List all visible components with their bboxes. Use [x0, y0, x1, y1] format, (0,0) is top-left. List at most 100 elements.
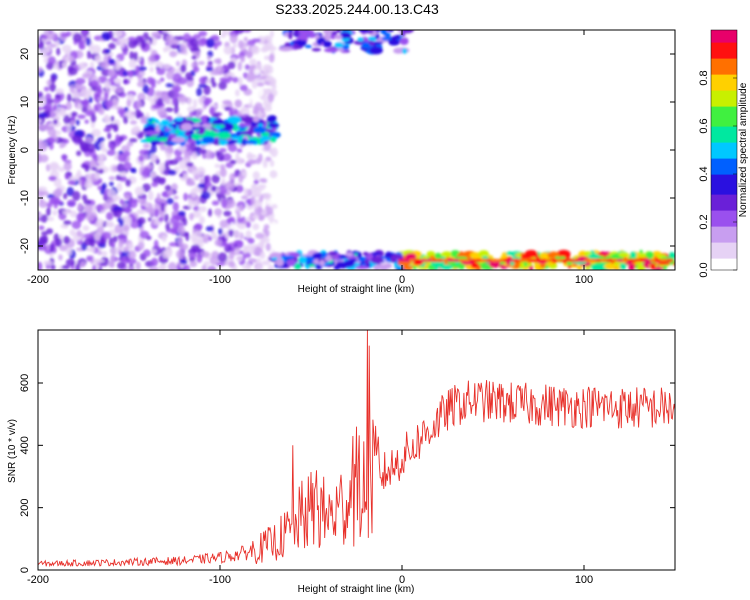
spectrogram-cell — [76, 230, 82, 237]
spectrogram-cell — [405, 252, 417, 260]
spectrogram-cell — [129, 51, 135, 60]
spectrogram-cell — [97, 136, 105, 143]
spectrogram-cell — [177, 77, 188, 85]
colorbar-step — [711, 46, 737, 51]
spectrogram-cell — [235, 184, 244, 193]
spectrogram-cell — [170, 44, 180, 49]
spectrogram-cell — [156, 68, 166, 76]
spectrogram-cell — [172, 222, 179, 229]
spectrogram-cell — [161, 30, 172, 33]
spectrogram-y-axis-label: Frequency (Hz) — [7, 116, 18, 185]
spectrogram-cell — [304, 44, 313, 49]
spectrogram-cell — [179, 44, 187, 55]
spectrogram-cell — [604, 263, 616, 270]
spectrogram-cell — [79, 89, 89, 98]
spectrogram-cell — [148, 190, 154, 201]
spectrogram-cell — [183, 192, 188, 201]
spectrogram-cell — [167, 144, 173, 154]
colorbar-step — [711, 242, 737, 247]
spectrogram-cell — [61, 44, 72, 53]
spectrogram-cell — [127, 250, 137, 260]
spectrogram-cell — [253, 126, 267, 134]
spectrogram-cell — [167, 169, 177, 176]
spectrogram-cell — [155, 91, 164, 97]
spectrogram-cell — [45, 163, 51, 172]
spectrogram-cell — [114, 87, 123, 94]
spectrogram-cell — [628, 263, 636, 270]
colorbar-step — [711, 178, 737, 183]
spectrogram-cell — [222, 99, 232, 105]
spectrogram-cell — [125, 179, 132, 187]
spectrogram-cell — [58, 254, 63, 261]
spectrogram-cell — [311, 47, 322, 52]
spectrogram-cell — [41, 34, 48, 40]
spectrogram-cell — [657, 261, 671, 265]
spectrogram-cell — [206, 38, 215, 48]
spectrogram-cell — [236, 148, 243, 153]
spectrogram-cell — [127, 242, 134, 251]
spectrogram-cell — [83, 180, 94, 189]
spectrogram-cell — [214, 66, 219, 76]
spectrogram-cell — [218, 227, 223, 235]
spectrogram-cell — [539, 262, 546, 269]
spectrogram-cell — [72, 91, 81, 99]
spectrogram-cell — [256, 35, 266, 45]
y-tick-label: 200 — [19, 498, 31, 516]
spectrogram-cell — [136, 112, 145, 118]
colorbar-step — [711, 78, 737, 83]
spectrogram-cell — [66, 199, 77, 208]
spectrogram-cell — [308, 33, 316, 38]
spectrogram-cell — [180, 123, 193, 131]
spectrogram-cell — [156, 97, 164, 107]
spectrogram-cell — [339, 31, 352, 39]
spectrogram-cell — [168, 159, 179, 165]
spectrogram-cell — [110, 115, 115, 122]
spectrogram-cell — [109, 247, 120, 256]
spectrogram-cell — [148, 266, 159, 270]
spectrogram-cell — [269, 30, 275, 38]
spectrogram-cell — [189, 142, 197, 152]
spectrogram-cell — [106, 211, 114, 221]
spectrogram-cell — [229, 136, 244, 140]
spectrogram-cell — [191, 152, 198, 160]
spectrogram-cell — [127, 36, 136, 41]
colorbar-tick-label: 0.4 — [698, 166, 710, 181]
spectrogram-cell — [516, 252, 522, 259]
spectrogram-cell — [211, 174, 220, 184]
spectrogram-cell — [136, 99, 142, 109]
spectrogram-cell — [298, 33, 309, 41]
colorbar-step — [711, 258, 737, 263]
spectrogram-cell — [233, 231, 242, 239]
spectrogram-cell — [441, 251, 452, 258]
colorbar-step — [711, 34, 737, 39]
spectrogram-cell — [169, 130, 174, 134]
y-tick-label: 10 — [19, 96, 31, 108]
spectrogram-cell — [148, 118, 153, 123]
spectrogram-cell — [526, 262, 533, 267]
spectrogram-cell — [322, 30, 333, 35]
spectrogram-cell — [214, 208, 223, 216]
spectrogram-cell — [260, 95, 268, 101]
spectrogram-cell — [629, 251, 637, 259]
spectrogram-cell — [164, 184, 172, 192]
spectrogram-cell — [238, 123, 252, 127]
spectrogram-cell — [41, 231, 48, 236]
spectrogram-cell — [77, 202, 83, 211]
spectrogram-cell — [221, 123, 235, 131]
spectrogram-cell — [116, 182, 123, 192]
colorbar-step — [711, 198, 737, 203]
spectrogram-cell — [139, 60, 145, 67]
colorbar-step — [711, 90, 737, 95]
spectrogram-cell — [191, 55, 197, 60]
spectrogram-cell — [191, 244, 201, 253]
spectrogram-cell — [263, 55, 270, 61]
spectrogram-cell — [38, 66, 43, 73]
spectrogram-cell — [153, 54, 161, 60]
spectrogram-cell — [269, 78, 276, 86]
snr-frame — [37, 329, 676, 571]
spectrogram-cell — [234, 30, 245, 34]
spectrogram-cell — [83, 204, 93, 214]
spectrogram-cell — [180, 64, 187, 73]
spectrogram-cell — [228, 229, 235, 237]
